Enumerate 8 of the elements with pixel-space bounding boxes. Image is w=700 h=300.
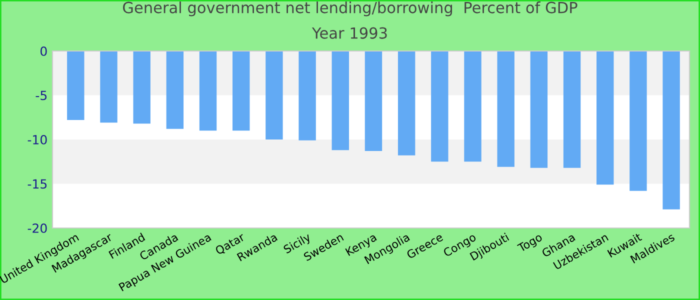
y-tick-label: 0	[40, 46, 47, 56]
y-tick-label: -20	[28, 223, 47, 233]
chart-title: General government net lending/borrowing Percent of GDP	[123, 2, 578, 16]
chart-subtitle: Year 1993	[312, 27, 387, 39]
y-tick-label: -15	[28, 179, 47, 189]
y-tick-label: -10	[28, 134, 47, 144]
y-tick-label: -5	[36, 90, 47, 100]
x-tick-label: Togo	[516, 232, 544, 254]
